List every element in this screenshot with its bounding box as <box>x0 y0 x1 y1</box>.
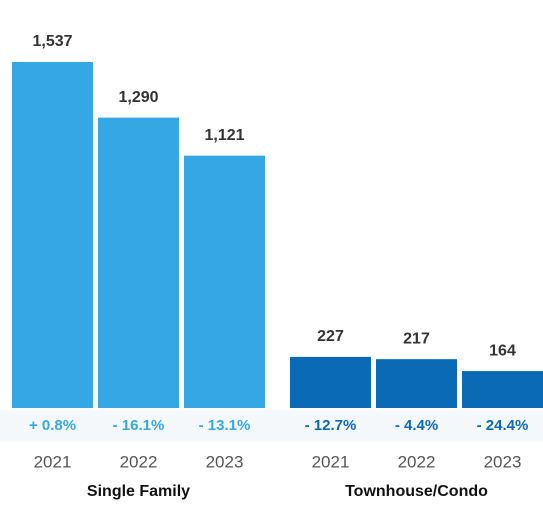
change-strip <box>0 410 543 442</box>
bar <box>98 117 179 409</box>
x-tick-label: 2022 <box>398 452 436 471</box>
x-tick-label: 2021 <box>312 452 350 471</box>
group-label: Townhouse/Condo <box>345 483 488 500</box>
change-label: - 13.1% <box>199 417 251 434</box>
value-label: 164 <box>489 342 516 359</box>
bar <box>12 62 93 408</box>
bar <box>462 371 543 408</box>
x-tick-label: 2023 <box>484 452 522 471</box>
value-label: 1,537 <box>32 33 72 50</box>
x-tick-label: 2022 <box>120 452 158 471</box>
change-label: + 0.8% <box>29 417 76 434</box>
bar <box>184 155 265 408</box>
change-label: - 16.1% <box>113 417 165 434</box>
change-label: - 24.4% <box>477 417 529 434</box>
change-label: - 4.4% <box>395 417 438 434</box>
group-label: Single Family <box>87 483 190 500</box>
x-tick-label: 2021 <box>34 452 72 471</box>
value-label: 217 <box>403 330 430 347</box>
value-label: 1,121 <box>204 127 244 144</box>
bar <box>290 356 371 408</box>
change-label: - 12.7% <box>305 417 357 434</box>
x-tick-label: 2023 <box>206 452 244 471</box>
bar <box>376 359 457 408</box>
value-label: 227 <box>317 328 344 345</box>
value-label: 1,290 <box>118 89 158 106</box>
